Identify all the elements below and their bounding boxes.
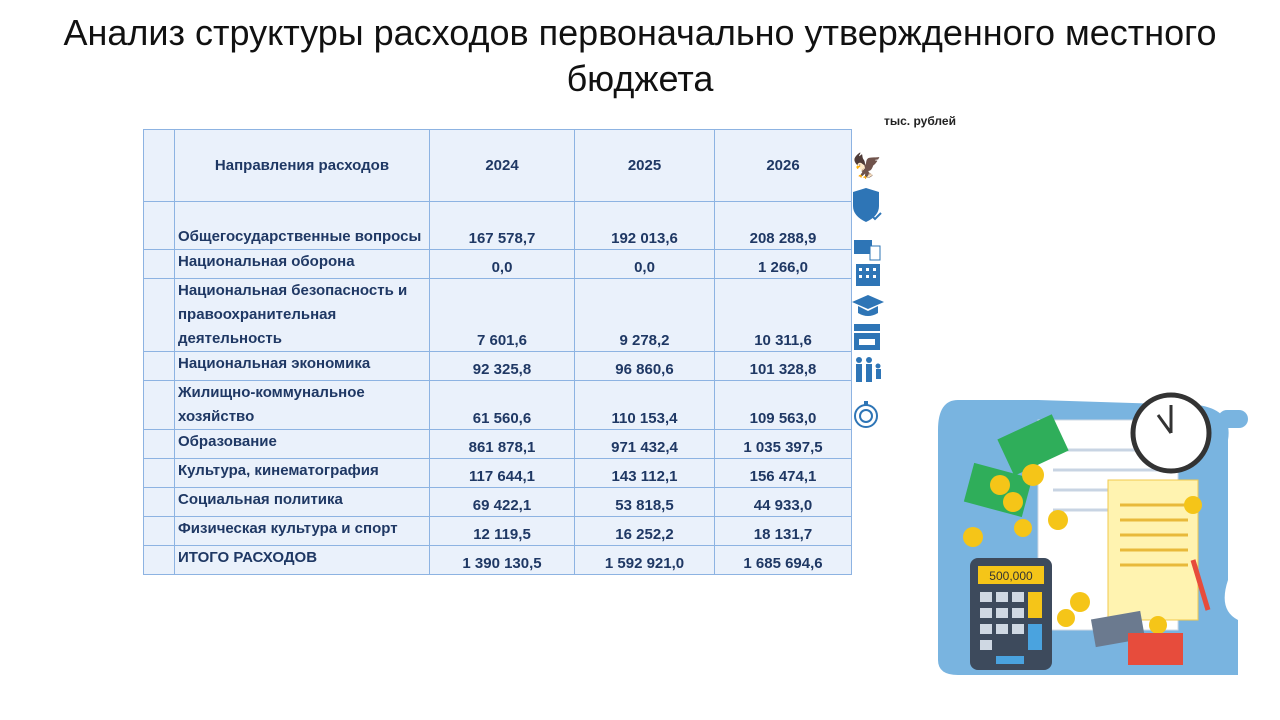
blank-cell [143,129,175,202]
value-2026: 208 288,9 [714,201,852,250]
value-2024: 12 119,5 [429,516,575,546]
value-2026: 44 933,0 [714,487,852,517]
value-2026: 18 131,7 [714,516,852,546]
budget-table: Направления расходов 2024 2025 2026 Обще… [143,129,852,575]
value-2025: 0,0 [574,249,715,279]
value-2024: 1 390 130,5 [429,545,575,575]
table-row: Социальная политика 69 422,1 53 818,5 44 93… [143,487,852,517]
value-2024: 0,0 [429,249,575,279]
table-row: Национальная экономика 92 325,8 96 860,6 10… [143,351,852,381]
blank-cell [143,278,175,352]
clapperboard-icon [850,322,884,350]
blank-cell [143,351,175,381]
family-icon [850,356,884,384]
table-row: Общегосударственные вопросы 167 578,7 192 … [143,201,852,250]
budget-illustration: 500,000 [938,392,1248,675]
value-2026: 1 685 694,6 [714,545,852,575]
table-row: Национальная безопасность и правоохранит… [143,278,852,352]
value-2025: 9 278,2 [574,278,715,352]
category-cell: Социальная политика [174,487,430,517]
blank-cell [143,516,175,546]
blank-cell [143,380,175,430]
building-icon [850,262,884,290]
value-2024: 61 560,6 [429,380,575,430]
table-row: ИТОГО РАСХОДОВ 1 390 130,5 1 592 921,0 1 68… [143,545,852,575]
value-2024: 69 422,1 [429,487,575,517]
value-2025: 110 153,4 [574,380,715,430]
value-2026: 156 474,1 [714,458,852,488]
table-header-row: Направления расходов 2024 2025 2026 [143,129,852,202]
category-cell: Образование [174,429,430,459]
briefcase-doc-icon [850,234,884,262]
value-2026: 101 328,8 [714,351,852,381]
blank-cell [143,487,175,517]
value-2025: 143 112,1 [574,458,715,488]
header-2024: 2024 [429,129,575,202]
slide-title: Анализ структуры расходов первоначально … [63,12,1217,99]
category-cell: Физическая культура и спорт [174,516,430,546]
stopwatch-icon [850,400,884,428]
blank-cell [143,249,175,279]
header-2025: 2025 [574,129,715,202]
calculator-display: 500,000 [989,569,1033,583]
header-category: Направления расходов [174,129,430,202]
category-cell: Культура, кинематография [174,458,430,488]
blank-cell [143,201,175,250]
value-2026: 1 035 397,5 [714,429,852,459]
value-2026: 1 266,0 [714,249,852,279]
category-cell: Национальная безопасность и правоохранит… [174,278,430,352]
value-2026: 10 311,6 [714,278,852,352]
table-row: Культура, кинематография 117 644,1 143 112… [143,458,852,488]
blank-cell [143,429,175,459]
value-2024: 167 578,7 [429,201,575,250]
table-row: Образование 861 878,1 971 432,4 1 035 397,5 [143,429,852,459]
value-2025: 16 252,2 [574,516,715,546]
table-row: Жилищно-коммунальное хозяйство 61 560,6 11… [143,380,852,430]
value-2025: 53 818,5 [574,487,715,517]
value-2024: 861 878,1 [429,429,575,459]
units-label: тыс. рублей [884,114,956,128]
value-2025: 192 013,6 [574,201,715,250]
emblem-icon: 🦅 [852,153,882,180]
shield-check-icon [850,188,884,222]
value-2025: 96 860,6 [574,351,715,381]
graduation-cap-icon [850,292,884,320]
table-row: Физическая культура и спорт 12 119,5 16 25… [143,516,852,546]
blank-cell [143,458,175,488]
blank-cell [143,545,175,575]
table-row: Национальная оборона 0,0 0,0 1 266,0 [143,249,852,279]
category-cell: ИТОГО РАСХОДОВ [174,545,430,575]
value-2024: 7 601,6 [429,278,575,352]
value-2024: 92 325,8 [429,351,575,381]
category-cell: Национальная оборона [174,249,430,279]
category-cell: Жилищно-коммунальное хозяйство [174,380,430,430]
value-2025: 1 592 921,0 [574,545,715,575]
header-2026: 2026 [714,129,852,202]
banknote-icon [997,414,1069,476]
value-2025: 971 432,4 [574,429,715,459]
category-cell: Национальная экономика [174,351,430,381]
value-2024: 117 644,1 [429,458,575,488]
category-cell: Общегосударственные вопросы [174,201,430,250]
value-2026: 109 563,0 [714,380,852,430]
